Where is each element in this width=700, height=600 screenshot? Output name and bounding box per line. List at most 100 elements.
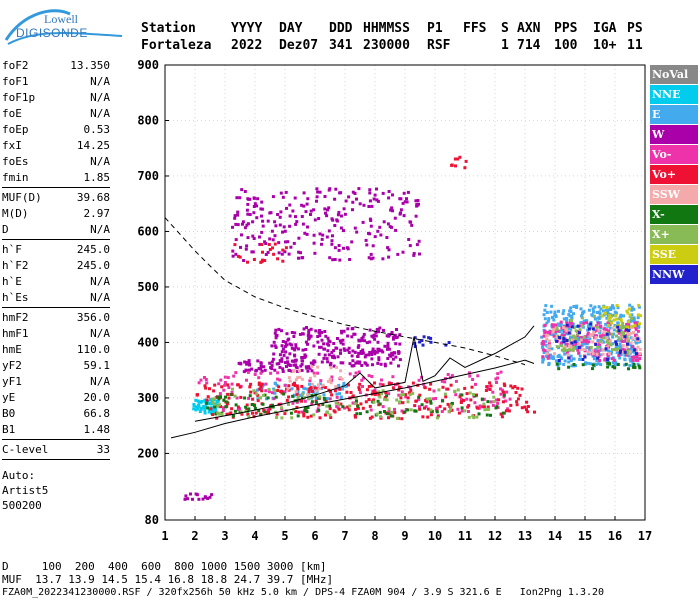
data-point-w bbox=[418, 252, 421, 256]
param-b0: B0 66.8 bbox=[2, 406, 110, 422]
data-point-e bbox=[616, 322, 620, 326]
data-point-xminus bbox=[358, 412, 362, 416]
data-point-xplus bbox=[468, 391, 472, 395]
data-point-w bbox=[308, 366, 312, 370]
data-point-voplus bbox=[370, 384, 374, 388]
data-point-voplus bbox=[407, 391, 411, 395]
data-point-e bbox=[590, 313, 594, 317]
profile-curve-0 bbox=[164, 217, 526, 366]
data-point-w bbox=[252, 205, 256, 208]
data-point-voplus bbox=[347, 408, 351, 412]
data-point-voplus bbox=[383, 396, 387, 400]
data-point-xminus bbox=[222, 398, 226, 402]
data-point-w bbox=[304, 210, 308, 214]
data-point-e bbox=[556, 364, 560, 368]
data-point-voplus bbox=[354, 407, 358, 411]
data-point-w bbox=[370, 350, 374, 354]
data-point-sse bbox=[600, 314, 604, 318]
data-point-w bbox=[368, 188, 372, 192]
data-point-w bbox=[234, 252, 238, 256]
data-point-xminus bbox=[489, 413, 492, 417]
data-point-voplus bbox=[381, 383, 385, 387]
data-point-vominus bbox=[404, 395, 408, 399]
data-point-voplus bbox=[515, 403, 519, 407]
data-point-w bbox=[353, 350, 357, 354]
x-tick-label: 10 bbox=[428, 529, 442, 543]
data-point-voplus bbox=[518, 393, 522, 397]
data-point-xminus bbox=[608, 362, 612, 366]
data-point-w bbox=[268, 361, 272, 365]
data-point-nne bbox=[214, 409, 218, 413]
data-point-nnw bbox=[618, 351, 622, 355]
data-point-vominus bbox=[579, 336, 582, 340]
data-point-voplus bbox=[339, 402, 343, 406]
data-point-w bbox=[371, 256, 375, 260]
data-point-voplus bbox=[413, 404, 417, 408]
data-point-xminus bbox=[631, 365, 635, 369]
header-label-1: YYYY bbox=[231, 21, 263, 36]
data-point-vominus bbox=[559, 320, 563, 324]
data-point-voplus bbox=[500, 415, 504, 419]
data-point-e bbox=[568, 336, 572, 340]
data-point-voplus bbox=[300, 384, 304, 388]
data-point-vominus bbox=[482, 397, 486, 401]
data-point-vominus bbox=[283, 383, 287, 387]
data-point-w bbox=[325, 342, 329, 346]
data-point-xminus bbox=[420, 403, 424, 407]
data-point-e bbox=[341, 387, 345, 391]
data-point-voplus bbox=[449, 383, 453, 387]
data-point-e bbox=[337, 383, 341, 387]
data-point-voplus bbox=[373, 393, 377, 397]
data-point-sse bbox=[625, 309, 629, 313]
data-point-e bbox=[584, 319, 588, 323]
data-point-voplus bbox=[425, 400, 429, 404]
data-point-vominus bbox=[219, 378, 223, 382]
data-point-w bbox=[273, 220, 277, 224]
data-point-voplus bbox=[212, 389, 216, 393]
data-point-w bbox=[375, 198, 379, 202]
data-point-w bbox=[330, 355, 334, 358]
data-point-w bbox=[353, 192, 357, 195]
data-point-e bbox=[335, 392, 339, 396]
data-point-sse bbox=[601, 305, 605, 309]
param-label: foF2 bbox=[2, 59, 29, 72]
data-point-e bbox=[308, 382, 312, 386]
data-point-voplus bbox=[226, 392, 230, 396]
data-point-xplus bbox=[580, 324, 584, 328]
data-point-ssw bbox=[625, 345, 629, 348]
data-point-w bbox=[246, 361, 250, 365]
data-point-w bbox=[273, 368, 277, 372]
data-point-voplus bbox=[318, 416, 322, 420]
station-header: Station YYYY DAY DDD HHMMSS P1 FFS S AXN PPS IGA PS… bbox=[141, 20, 661, 54]
data-point-ssw bbox=[638, 347, 642, 351]
data-point-e bbox=[611, 342, 615, 346]
x-tick-label: 7 bbox=[341, 529, 348, 543]
data-point-w bbox=[279, 210, 283, 214]
data-point-w bbox=[347, 346, 351, 350]
data-point-w bbox=[387, 248, 391, 252]
data-point-ssw bbox=[329, 366, 333, 370]
data-point-w bbox=[412, 253, 416, 257]
data-point-voplus bbox=[302, 412, 306, 416]
data-point-sse bbox=[638, 322, 641, 326]
data-point-xminus bbox=[248, 394, 252, 398]
data-point-e bbox=[619, 353, 623, 357]
data-point-ssw bbox=[328, 378, 332, 381]
param-value: 1.85 bbox=[83, 171, 111, 184]
x-tick-label: 9 bbox=[401, 529, 408, 543]
data-point-w bbox=[368, 199, 372, 203]
data-point-ssw bbox=[629, 341, 633, 345]
data-point-voplus bbox=[367, 398, 371, 402]
data-point-e bbox=[256, 397, 260, 401]
param-fmin: fmin 1.85 bbox=[2, 170, 110, 186]
data-point-w bbox=[381, 257, 385, 261]
data-point-xplus bbox=[621, 333, 625, 337]
x-tick-label: 17 bbox=[638, 529, 652, 543]
data-point-w bbox=[304, 365, 308, 369]
data-point-voplus bbox=[273, 242, 277, 246]
data-point-voplus bbox=[365, 388, 369, 392]
data-point-e bbox=[544, 343, 548, 347]
data-point-xplus bbox=[318, 395, 322, 399]
data-point-e bbox=[602, 313, 606, 317]
data-point-xplus bbox=[212, 402, 216, 406]
